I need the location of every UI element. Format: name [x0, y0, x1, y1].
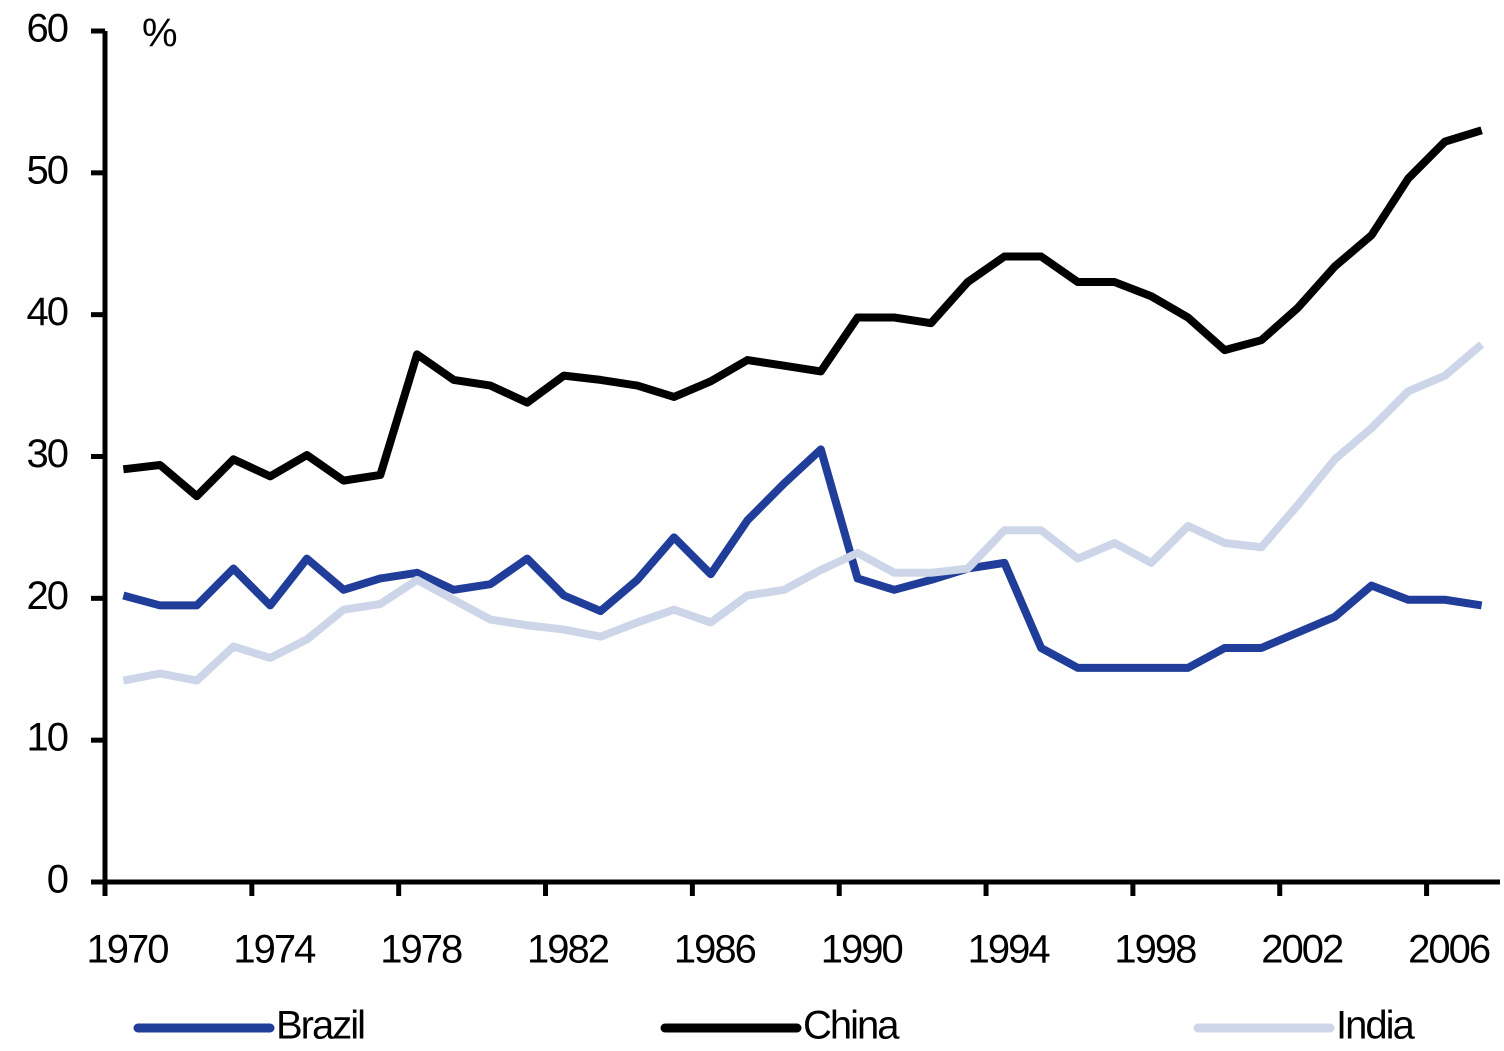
- x-tick-label: 1974: [233, 928, 316, 972]
- x-tick-label: 1982: [527, 928, 609, 972]
- y-tick-label: 20: [27, 574, 68, 618]
- y-tick-label: 40: [27, 290, 68, 334]
- x-tick-label: 1998: [1114, 928, 1196, 972]
- line-series: [122, 126, 1483, 501]
- x-tick-label: 1990: [821, 928, 903, 972]
- legend-label: China: [803, 1004, 900, 1048]
- y-tick-label: 50: [27, 148, 68, 192]
- y-axis-label: %: [142, 12, 177, 56]
- y-tick-label: 0: [47, 858, 68, 902]
- line-series: [122, 341, 1485, 685]
- x-tick-label: 2002: [1261, 928, 1343, 972]
- x-tick-label: 1986: [674, 928, 756, 972]
- x-tick-label: 1978: [380, 928, 462, 972]
- legend-label: Brazil: [276, 1004, 364, 1048]
- x-tick-label: 2006: [1408, 928, 1490, 972]
- legend-label: India: [1336, 1004, 1415, 1048]
- line-series: [122, 445, 1483, 672]
- y-tick-label: 10: [27, 716, 68, 760]
- y-tick-label: 30: [27, 432, 68, 476]
- x-tick-label: 1994: [968, 928, 1051, 972]
- y-tick-label: 60: [27, 7, 68, 51]
- x-tick-label: 1970: [87, 928, 169, 972]
